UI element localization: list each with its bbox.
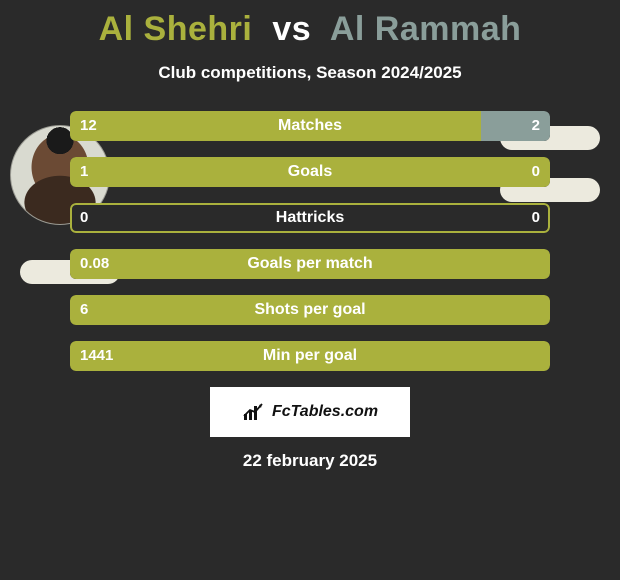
comparison-title: Al Shehri vs Al Rammah <box>0 0 620 49</box>
stat-row: 0 0 Hattricks <box>70 203 550 233</box>
stat-bar-left <box>70 111 481 141</box>
stat-value-right: 0 <box>532 157 540 187</box>
stat-row: 1 0 Goals <box>70 157 550 187</box>
stat-value-left: 6 <box>80 295 88 325</box>
player2-name: Al Rammah <box>330 10 522 48</box>
stat-value-left: 0.08 <box>80 249 109 279</box>
stat-row: 0.08 Goals per match <box>70 249 550 279</box>
stat-metric-label: Shots per goal <box>254 295 365 325</box>
subtitle: Club competitions, Season 2024/2025 <box>0 63 620 83</box>
stat-metric-label: Goals per match <box>247 249 372 279</box>
stat-metric-label: Goals <box>288 157 332 187</box>
stat-metric-label: Min per goal <box>263 341 357 371</box>
player1-name: Al Shehri <box>99 10 253 48</box>
stat-row: 6 Shots per goal <box>70 295 550 325</box>
vs-separator: vs <box>272 10 311 48</box>
stat-value-right: 0 <box>532 203 540 233</box>
stat-value-left: 1441 <box>80 341 113 371</box>
stat-value-left: 0 <box>80 203 88 233</box>
stat-row: 12 2 Matches <box>70 111 550 141</box>
fctables-logo: FcTables.com <box>210 387 410 437</box>
chart-icon <box>242 402 266 422</box>
stat-value-left: 1 <box>80 157 88 187</box>
logo-text: FcTables.com <box>272 403 378 421</box>
stat-row: 1441 Min per goal <box>70 341 550 371</box>
date-label: 22 february 2025 <box>0 451 620 471</box>
stat-metric-label: Hattricks <box>276 203 344 233</box>
stat-value-left: 12 <box>80 111 97 141</box>
stats-bars: 12 2 Matches 1 0 Goals 0 0 Hattricks 0.08 Goals pe… <box>70 111 550 371</box>
stat-value-right: 2 <box>532 111 540 141</box>
stat-metric-label: Matches <box>278 111 342 141</box>
